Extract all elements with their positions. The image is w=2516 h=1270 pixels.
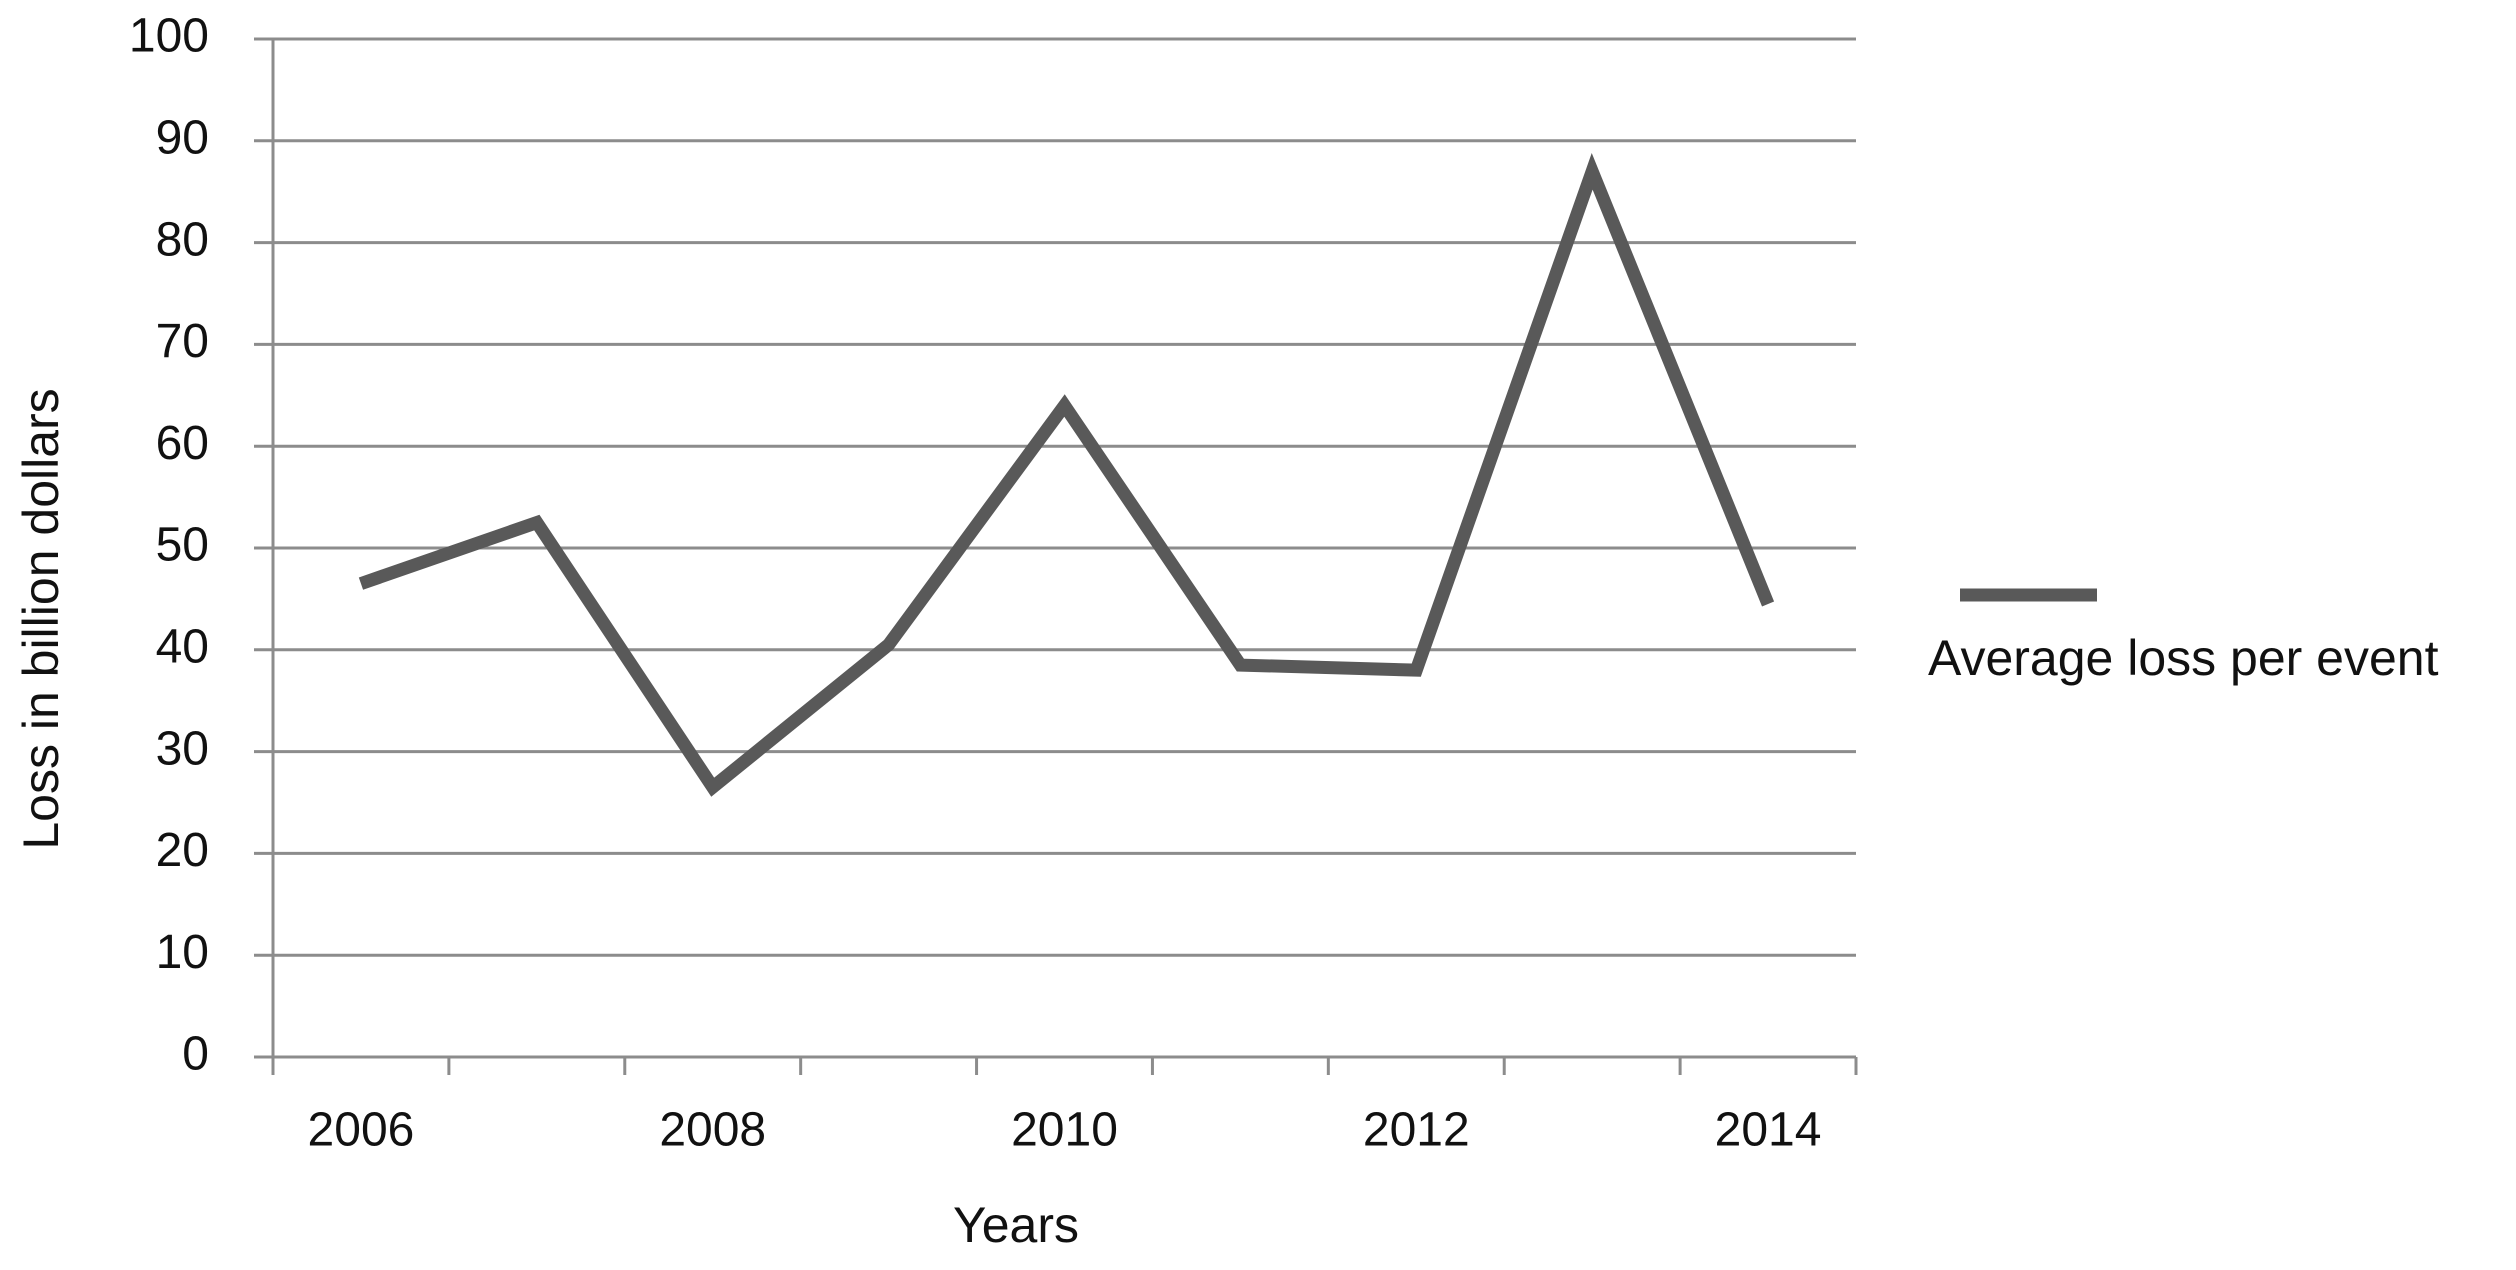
y-tick-label: 20 (156, 824, 209, 877)
y-tick-label: 50 (156, 519, 209, 572)
y-tick-label: 100 (129, 10, 209, 63)
y-tick-label: 80 (156, 213, 209, 266)
x-tick-label: 2012 (1363, 1104, 1470, 1157)
y-tick-label: 90 (156, 111, 209, 164)
y-tick-label: 70 (156, 315, 209, 368)
x-tick-label: 2008 (659, 1104, 766, 1157)
y-tick-label: 0 (182, 1028, 209, 1081)
y-tick-label: 30 (156, 722, 209, 775)
legend-label: Average loss per event (1928, 630, 2439, 686)
y-axis-title: Loss in billion dollars (13, 388, 69, 849)
x-tick-label: 2010 (1011, 1104, 1118, 1157)
y-tick-label: 40 (156, 620, 209, 673)
y-tick-label: 60 (156, 417, 209, 470)
x-axis-title: Years (953, 1197, 1079, 1253)
x-tick-label: 2014 (1715, 1104, 1822, 1157)
line-series (358, 153, 1775, 797)
x-tick-label: 2006 (308, 1104, 415, 1157)
y-tick-label: 10 (156, 926, 209, 979)
